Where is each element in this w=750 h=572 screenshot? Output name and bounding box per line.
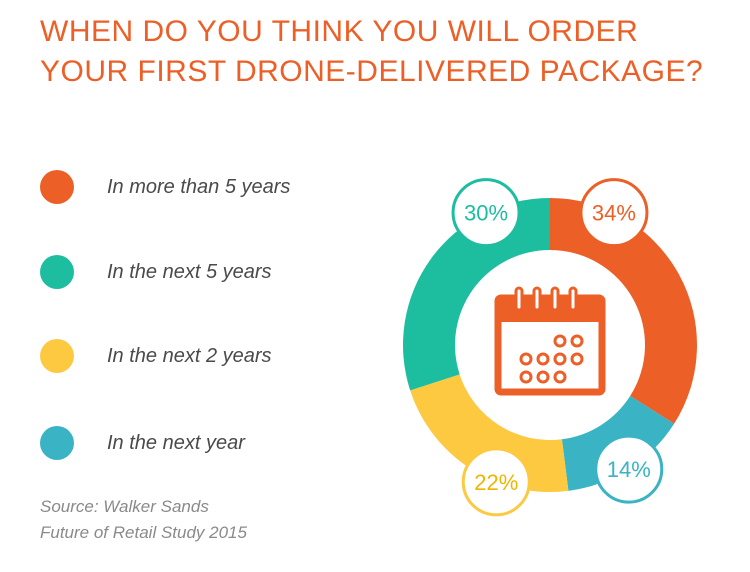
calendar-icon bbox=[494, 286, 606, 396]
legend-swatch bbox=[40, 255, 74, 289]
legend-label: In the next 5 years bbox=[107, 260, 272, 283]
donut-slice bbox=[403, 198, 550, 391]
legend-swatch bbox=[40, 339, 74, 373]
data-label: 22% bbox=[461, 447, 531, 517]
donut-slices bbox=[403, 198, 697, 492]
legend-label: In the next year bbox=[107, 431, 245, 454]
data-label-bubble bbox=[594, 434, 664, 504]
data-label-bubble bbox=[451, 178, 521, 248]
title-line-2: YOUR FIRST DRONE-DELIVERED PACKAGE? bbox=[40, 55, 704, 88]
data-label: 14% bbox=[594, 434, 664, 504]
donut-slice bbox=[550, 198, 697, 424]
title-line-1: WHEN DO YOU THINK YOU WILL ORDER bbox=[40, 15, 639, 48]
data-label-text: 30% bbox=[464, 201, 508, 226]
legend-swatch bbox=[40, 426, 74, 460]
source-line-2: Future of Retail Study 2015 bbox=[40, 523, 247, 542]
legend-item-more-than-5-years: In more than 5 years bbox=[40, 167, 290, 207]
legend-item-next-5-years: In the next 5 years bbox=[40, 252, 272, 292]
data-label: 34% bbox=[579, 178, 649, 248]
data-label-text: 22% bbox=[474, 470, 518, 495]
legend-item-next-2-years: In the next 2 years bbox=[40, 336, 272, 376]
donut-labels: 34% 14% 22% 30% bbox=[451, 178, 664, 517]
source-line-1: Source: Walker Sands bbox=[40, 497, 209, 516]
legend-label: In the next 2 years bbox=[107, 344, 272, 367]
legend-label: In more than 5 years bbox=[107, 175, 291, 198]
data-label: 30% bbox=[451, 178, 521, 248]
data-label-bubble bbox=[461, 447, 531, 517]
donut-slice bbox=[410, 374, 569, 492]
data-label-bubble bbox=[579, 178, 649, 248]
chart-title: WHEN DO YOU THINK YOU WILL ORDER YOUR FI… bbox=[40, 12, 740, 92]
legend-item-next-year: In the next year bbox=[40, 423, 245, 463]
legend-swatch bbox=[40, 170, 74, 204]
data-label-text: 14% bbox=[607, 457, 651, 482]
data-label-text: 34% bbox=[592, 201, 636, 226]
source-note: Source: Walker Sands Future of Retail St… bbox=[40, 494, 247, 546]
